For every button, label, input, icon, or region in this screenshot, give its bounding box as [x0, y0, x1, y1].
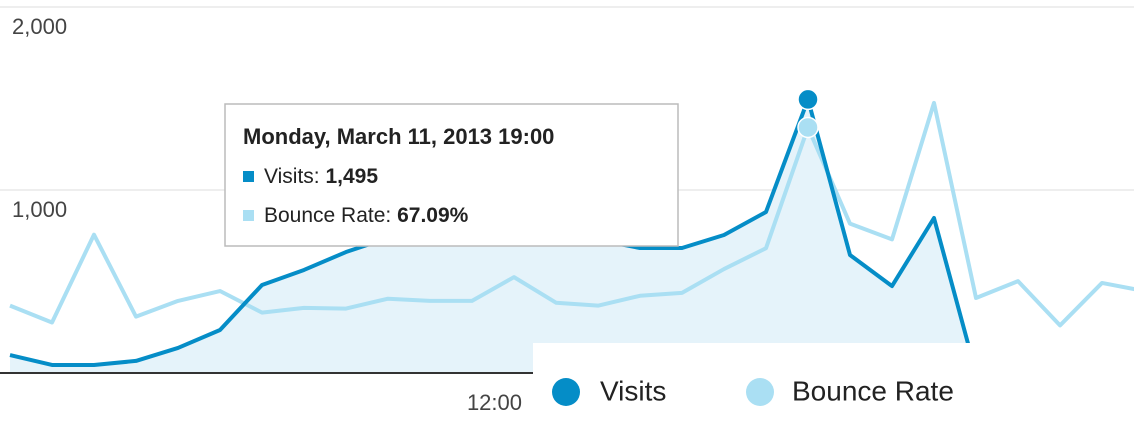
tooltip: Monday, March 11, 2013 19:00 Visits: 1,4… — [224, 103, 679, 247]
tooltip-name: Visits: — [264, 165, 320, 188]
tooltip-name: Bounce Rate: — [264, 204, 391, 227]
hover-point — [797, 116, 819, 139]
tooltip-value: 67.09% — [397, 204, 469, 227]
x-tick-label: 12:00 — [467, 390, 522, 415]
ticks: 1,000 2,000 12:00 — [12, 14, 522, 415]
tooltip-item: Visits: 1,495 — [264, 165, 378, 188]
legend-label: Bounce Rate — [792, 375, 954, 406]
line — [9, 100, 1134, 328]
hover-point — [797, 88, 819, 111]
tooltip-box — [224, 103, 679, 247]
tooltip-value: 1,495 — [325, 165, 378, 188]
legend: Visits Bounce Rate — [533, 343, 1134, 426]
legend-marker — [746, 378, 774, 406]
tooltip-swatch — [243, 210, 254, 221]
tooltip-item: Bounce Rate: 67.09% — [264, 204, 469, 227]
y-tick-label: 1,000 — [12, 197, 67, 222]
legend-marker — [552, 378, 580, 406]
y-tick-label: 2,000 — [12, 14, 67, 39]
legend-label: Visits — [600, 375, 666, 406]
tooltip-swatch — [243, 171, 254, 182]
legend-box — [533, 343, 1134, 426]
tooltip-title: Monday, March 11, 2013 19:00 — [243, 124, 554, 149]
